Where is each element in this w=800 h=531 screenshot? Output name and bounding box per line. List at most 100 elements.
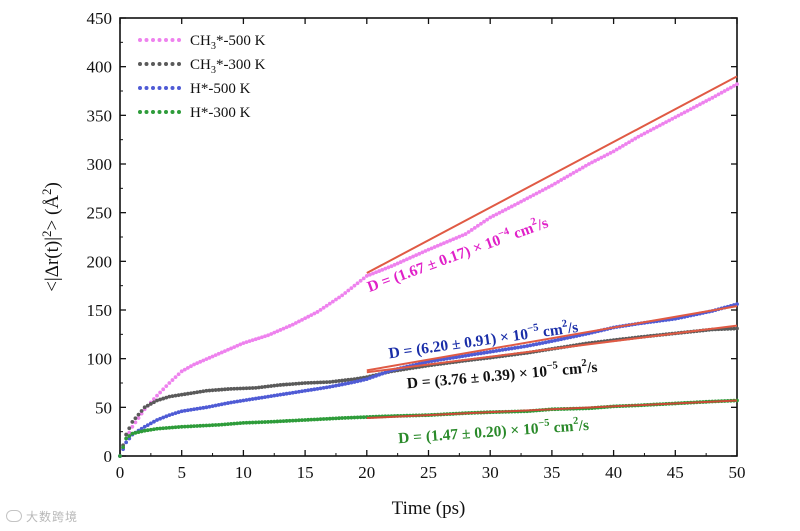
point-ch3-500-k	[506, 206, 511, 210]
point-h-300-k	[315, 417, 320, 422]
point-ch3-500-k	[445, 239, 449, 244]
point-h-300-k	[269, 419, 274, 424]
point-ch3-300-k	[244, 386, 249, 391]
point-h-500-k	[290, 390, 295, 395]
point-h-500-k	[543, 340, 548, 345]
point-h-500-k	[506, 347, 511, 351]
point-ch3-500-k	[688, 107, 693, 112]
point-h-500-k	[185, 408, 190, 413]
point-h-500-k	[232, 400, 237, 404]
point-ch3-500-k	[574, 169, 579, 174]
point-h-500-k	[182, 408, 187, 413]
point-ch3-500-k	[127, 430, 132, 435]
point-ch3-500-k	[241, 341, 246, 345]
point-h-300-k	[290, 418, 295, 423]
point-ch3-500-k	[161, 387, 166, 392]
point-ch3-300-k	[189, 391, 193, 396]
point-ch3-500-k	[207, 355, 212, 360]
point-h-500-k	[469, 352, 474, 357]
point-ch3-500-k	[562, 176, 567, 181]
point-ch3-300-k	[355, 376, 360, 381]
point-h-500-k	[269, 394, 274, 399]
point-ch3-500-k	[673, 115, 678, 120]
point-ch3-300-k	[303, 381, 307, 385]
point-h-500-k	[352, 380, 357, 384]
point-ch3-500-k	[386, 265, 391, 270]
point-ch3-500-k	[244, 340, 249, 345]
point-ch3-300-k	[185, 391, 190, 396]
point-h-500-k	[216, 403, 221, 407]
x-tick-label: 0	[116, 463, 125, 482]
point-ch3-300-k	[352, 377, 357, 382]
point-h-500-k	[448, 356, 452, 361]
point-ch3-500-k	[423, 249, 428, 253]
point-ch3-500-k	[704, 99, 709, 103]
point-ch3-500-k	[599, 155, 604, 160]
point-ch3-300-k	[256, 385, 261, 390]
point-h-500-k	[229, 400, 233, 405]
point-h-300-k	[145, 428, 150, 433]
point-ch3-500-k	[408, 256, 412, 260]
point-h-500-k	[340, 382, 345, 387]
point-h-300-k	[349, 415, 354, 420]
point-h-300-k	[330, 416, 335, 421]
point-h-500-k	[568, 335, 573, 340]
point-h-300-k	[219, 422, 224, 427]
point-ch3-500-k	[195, 361, 200, 366]
point-ch3-500-k	[247, 339, 252, 344]
point-h-300-k	[260, 420, 264, 425]
point-ch3-300-k	[213, 388, 218, 392]
legend-marker	[138, 38, 142, 42]
point-h-500-k	[735, 302, 739, 307]
point-ch3-500-k	[250, 338, 255, 343]
point-ch3-300-k	[124, 432, 129, 437]
point-h-500-k	[207, 404, 212, 409]
point-ch3-300-k	[297, 381, 301, 386]
point-h-500-k	[423, 360, 428, 365]
point-ch3-500-k	[543, 186, 548, 191]
point-ch3-500-k	[472, 225, 477, 230]
point-h-500-k	[281, 392, 286, 397]
point-h-500-k	[266, 394, 270, 399]
point-h-500-k	[330, 384, 335, 389]
point-ch3-300-k	[334, 379, 338, 384]
point-h-500-k	[235, 399, 240, 404]
point-h-300-k	[229, 421, 233, 426]
point-ch3-300-k	[204, 388, 209, 393]
point-ch3-500-k	[475, 223, 480, 228]
point-ch3-500-k	[611, 149, 616, 154]
point-h-300-k	[173, 425, 178, 430]
point-h-500-k	[275, 393, 280, 398]
point-ch3-500-k	[497, 210, 502, 215]
point-ch3-500-k	[226, 347, 230, 352]
point-h-500-k	[219, 402, 224, 407]
point-h-500-k	[361, 377, 366, 382]
point-ch3-500-k	[235, 343, 240, 348]
point-ch3-300-k	[176, 393, 181, 398]
point-h-500-k	[256, 396, 261, 400]
y-tick-label: 100	[87, 350, 113, 369]
annotation-h-300-k: D = (1.47 ± 0.20) × 10−5 cm2/s	[397, 415, 589, 447]
point-ch3-500-k	[522, 198, 527, 202]
point-ch3-500-k	[170, 378, 175, 382]
point-ch3-500-k	[429, 246, 434, 251]
point-h-500-k	[537, 341, 542, 346]
point-ch3-500-k	[216, 351, 221, 356]
point-ch3-500-k	[685, 108, 690, 113]
point-h-500-k	[167, 413, 172, 418]
point-ch3-500-k	[327, 301, 332, 306]
point-h-300-k	[226, 422, 230, 427]
legend-marker	[144, 110, 149, 114]
point-h-500-k	[553, 338, 557, 343]
point-ch3-500-k	[355, 281, 360, 286]
point-h-500-k	[472, 352, 477, 357]
point-ch3-500-k	[377, 269, 382, 273]
point-ch3-500-k	[664, 120, 668, 125]
point-h-300-k	[198, 423, 203, 428]
point-ch3-500-k	[540, 188, 545, 193]
point-h-500-k	[161, 415, 166, 420]
fit-line-h-300-k	[366, 399, 738, 420]
point-h-300-k	[309, 417, 314, 422]
point-h-500-k	[293, 390, 298, 395]
point-ch3-300-k	[284, 382, 289, 387]
